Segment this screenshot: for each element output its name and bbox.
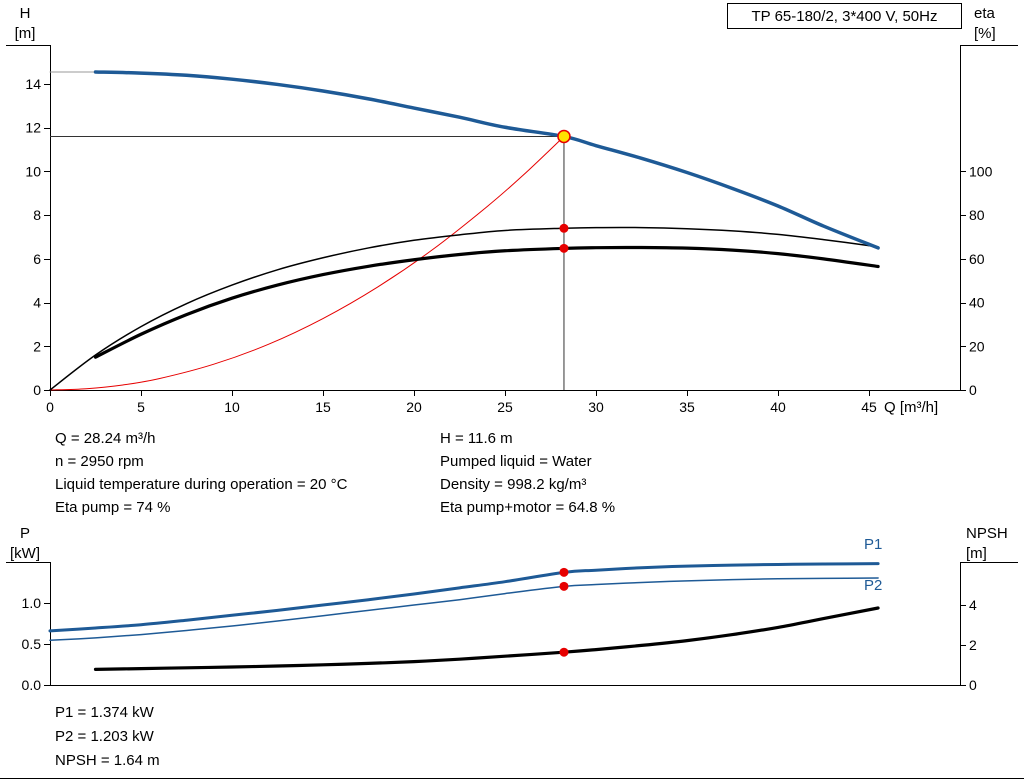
- npsh-axis-unit: [m]: [966, 545, 987, 562]
- eta-axis-unit: [%]: [974, 25, 996, 42]
- marker-p1-at-duty: [559, 567, 569, 577]
- tick-label-right: 0: [969, 677, 977, 693]
- duty-info-left: Q = 28.24 m³/h n = 2950 rpm Liquid tempe…: [55, 427, 347, 519]
- marker-npsh-at-duty: [559, 647, 569, 657]
- duty-info-right: H = 11.6 m Pumped liquid = Water Density…: [440, 427, 615, 519]
- tick-label-right: 0: [969, 382, 977, 398]
- info-line-eta-pump-motor: Eta pump+motor = 64.8 %: [440, 499, 616, 516]
- npsh-axis-symbol: NPSH: [966, 525, 1008, 542]
- duty-point: [557, 129, 571, 144]
- curve-system-curve: [49, 135, 565, 391]
- marker-eta-pump-at-duty: [559, 223, 569, 233]
- info-line-npsh: NPSH = 1.64 m: [55, 752, 160, 769]
- power-info-block: P1 = 1.374 kW P2 = 1.203 kW NPSH = 1.64 …: [55, 701, 160, 773]
- p2-curve-label: P2: [864, 577, 883, 594]
- tick-label-x: 0: [46, 399, 54, 415]
- tick-label-left: 12: [25, 120, 41, 136]
- tick-label-left: 6: [33, 251, 41, 267]
- p1-curve-label: P1: [864, 536, 883, 553]
- eta-axis-title: eta [%]: [974, 4, 996, 44]
- curve-eta-pump-motor: [93, 245, 880, 359]
- info-line-speed: n = 2950 rpm: [55, 453, 144, 470]
- info-line-liquid-temp: Liquid temperature during operation = 20…: [55, 476, 348, 493]
- flow-axis-title: Q [m³/h]: [884, 399, 939, 416]
- tick-label-x: 15: [315, 399, 331, 415]
- tick-label-left: 1.0: [22, 595, 42, 611]
- info-line-density: Density = 998.2 kg/m³: [440, 476, 587, 493]
- tick-label-right: 100: [969, 163, 993, 179]
- tick-label-left: 0.0: [22, 677, 42, 693]
- power-axis-title: P [kW]: [0, 524, 50, 564]
- tick-label-x: 30: [588, 399, 604, 415]
- head-axis-title: H [m]: [0, 4, 50, 44]
- tick-label-left: 10: [25, 163, 41, 179]
- page-bottom-rule: [0, 778, 1024, 779]
- head-axis-unit: [m]: [14, 25, 36, 42]
- curve-p2: [49, 577, 879, 642]
- chart-head-eta: 0 2 4 6 8 10 12 14 0 20 40 60 80 100 0 5 10 15 20 25 30 35 40 4…: [6, 45, 1018, 415]
- marker-eta-pump-motor-at-duty: [559, 243, 569, 253]
- marker-p2-at-duty: [559, 581, 569, 591]
- tick-label-right: 4: [969, 597, 977, 613]
- info-line-flow: Q = 28.24 m³/h: [55, 430, 156, 447]
- tick-label-left: 2: [33, 338, 41, 354]
- curve-p1: [48, 562, 880, 633]
- npsh-axis-title: NPSH [m]: [966, 524, 1008, 564]
- tick-label-left: 8: [33, 207, 41, 223]
- tick-label-x: 25: [497, 399, 513, 415]
- head-axis-symbol: H: [19, 5, 31, 22]
- power-axis-unit: [kW]: [10, 545, 40, 562]
- tick-label-x: 35: [679, 399, 695, 415]
- tick-label-x: 5: [137, 399, 145, 415]
- tick-label-x: 20: [406, 399, 422, 415]
- eta-axis-symbol: eta: [974, 5, 995, 22]
- curve-pump-curve-h: [93, 70, 880, 250]
- curve-npsh: [93, 606, 880, 671]
- tick-label-left: 4: [33, 295, 41, 311]
- tick-label-right: 80: [969, 207, 985, 223]
- info-line-p2: P2 = 1.203 kW: [55, 728, 154, 745]
- power-axis-symbol: P: [19, 525, 30, 542]
- tick-label-x: 10: [224, 399, 240, 415]
- tick-label-right: 40: [969, 295, 985, 311]
- chart-power-npsh: 0.0 0.5 1.0 0 2 4: [6, 562, 1018, 693]
- tick-label-right: 20: [969, 338, 985, 354]
- tick-label-right: 2: [969, 637, 977, 653]
- info-line-head: H = 11.6 m: [440, 430, 513, 447]
- tick-label-left: 14: [25, 76, 41, 92]
- tick-label-x: 40: [770, 399, 786, 415]
- tick-label-right: 60: [969, 251, 985, 267]
- tick-label-left: 0: [33, 382, 41, 398]
- pump-title-box: TP 65-180/2, 3*400 V, 50Hz: [727, 3, 962, 29]
- info-line-pumped-liquid: Pumped liquid = Water: [440, 453, 592, 470]
- info-line-p1: P1 = 1.374 kW: [55, 704, 154, 721]
- tick-label-left: 0.5: [22, 636, 42, 652]
- tick-label-x: 45: [861, 399, 877, 415]
- curve-eta-pump: [49, 226, 879, 391]
- info-line-eta-pump: Eta pump = 74 %: [55, 499, 171, 516]
